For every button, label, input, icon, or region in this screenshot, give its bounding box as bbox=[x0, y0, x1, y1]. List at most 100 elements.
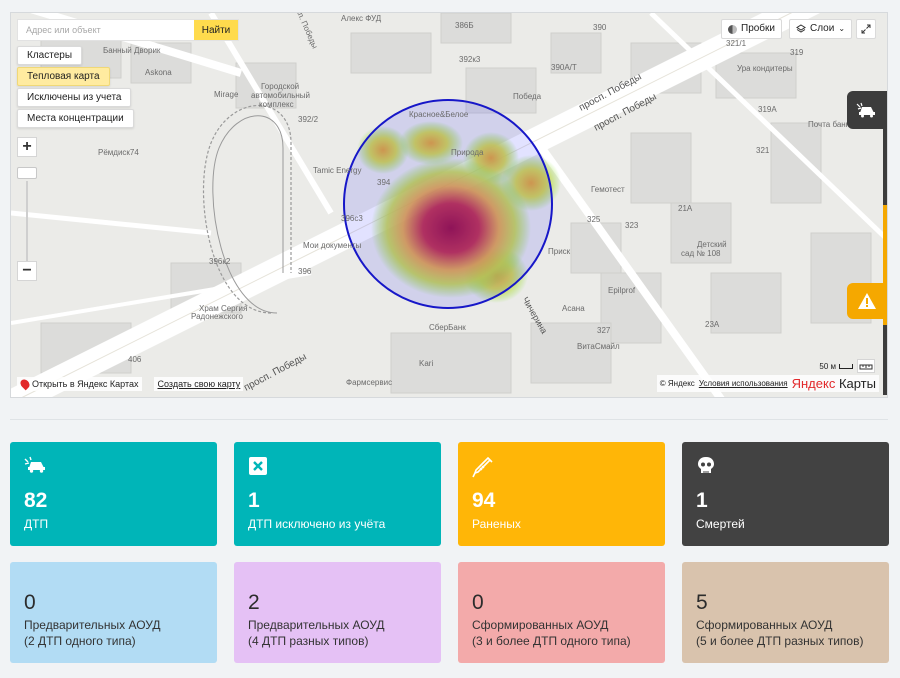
house-number: 396с3 bbox=[341, 214, 363, 223]
warning-icon bbox=[858, 293, 876, 309]
panel-scrollbar-thumb[interactable] bbox=[883, 205, 887, 325]
poi-label: Epilprof bbox=[608, 286, 636, 295]
traffic-icon bbox=[728, 24, 737, 34]
formed-aoud-same-count: 0 bbox=[472, 591, 484, 614]
house-number: 321/1 bbox=[726, 39, 747, 48]
layers-button[interactable]: Слои ⌄ bbox=[789, 19, 853, 39]
formed-aoud-same-label: Сформированных АОУД bbox=[472, 618, 609, 632]
address-search: Найти bbox=[17, 19, 239, 41]
poi-label: Рёмдиск74 bbox=[98, 148, 139, 157]
yandex-maps-logo: Яндекс Карты bbox=[792, 376, 876, 391]
house-number: 327 bbox=[597, 326, 611, 335]
ruler-button[interactable] bbox=[857, 359, 875, 373]
poi-label: сад № 108 bbox=[681, 249, 721, 258]
accidents-label: ДТП bbox=[24, 517, 49, 531]
stat-card-prelim-aoud-diff: 2 Предварительных АОУД (4 ДТП разных тип… bbox=[234, 562, 441, 663]
prelim-aoud-same-count: 0 bbox=[24, 591, 36, 614]
accidents-count: 82 bbox=[24, 489, 48, 512]
poi-label: Ура кондитеры bbox=[737, 64, 793, 73]
poi-label: Храм Сергия bbox=[199, 304, 248, 313]
search-button[interactable]: Найти bbox=[194, 20, 238, 40]
traffic-label: Пробки bbox=[741, 23, 775, 34]
address-search-input[interactable] bbox=[18, 20, 194, 40]
poi-label: Детский bbox=[697, 240, 727, 249]
zoom-out-button[interactable]: − bbox=[17, 261, 37, 281]
house-number: 323 bbox=[625, 221, 639, 230]
map-copyright: © Яндекс Условия использования Яндекс Ка… bbox=[656, 375, 879, 392]
stat-card-excluded: 1 ДТП исключено из учёта bbox=[234, 442, 441, 546]
formed-aoud-same-sub: (3 и более ДТП одного типа) bbox=[472, 634, 631, 648]
layer-clusters-button[interactable]: Кластеры bbox=[17, 46, 82, 65]
warnings-panel-tab[interactable] bbox=[847, 283, 887, 319]
layer-excluded-button[interactable]: Исключены из учета bbox=[17, 88, 132, 107]
formed-aoud-diff-label: Сформированных АОУД bbox=[696, 618, 833, 632]
excluded-count: 1 bbox=[248, 489, 260, 512]
close-box-icon bbox=[249, 457, 267, 475]
poi-label: Природа bbox=[451, 148, 484, 157]
open-in-yandex-link[interactable]: Открыть в Яндекс Картах bbox=[17, 377, 143, 391]
layers-icon bbox=[796, 24, 806, 33]
create-map-link[interactable]: Создать свою карту bbox=[154, 377, 244, 391]
chevron-down-icon: ⌄ bbox=[838, 24, 846, 33]
house-number: 396 bbox=[298, 267, 312, 276]
poi-label: Красное&Белое bbox=[409, 110, 469, 119]
house-number: 21А bbox=[678, 204, 693, 213]
logo-yandex-text: Яндекс bbox=[791, 376, 836, 391]
terms-link[interactable]: Условия использования bbox=[698, 379, 788, 388]
heatmap-layer bbox=[357, 121, 561, 303]
prelim-aoud-diff-label: Предварительных АОУД bbox=[248, 618, 385, 632]
section-divider bbox=[10, 419, 888, 420]
fullscreen-icon bbox=[861, 24, 871, 34]
formed-aoud-diff-sub: (5 и более ДТП разных типов) bbox=[696, 634, 864, 648]
house-number: 386Б bbox=[455, 21, 474, 30]
house-number: 23А bbox=[705, 320, 720, 329]
poi-label: Гемотест bbox=[591, 185, 625, 194]
poi-label: Мои документы bbox=[303, 241, 362, 250]
house-number: 394 bbox=[377, 178, 391, 187]
zoom-slider-handle[interactable] bbox=[17, 167, 37, 179]
skull-icon bbox=[698, 457, 714, 473]
map-canvas[interactable] bbox=[11, 13, 888, 398]
poi-label: Почта банка bbox=[808, 120, 854, 129]
car-crash-icon bbox=[856, 102, 875, 118]
poi-label: Радонежского bbox=[191, 312, 243, 321]
poi-label: комплекс bbox=[259, 100, 294, 109]
poi-label: Tamic Energy bbox=[313, 166, 362, 175]
accidents-panel-tab[interactable] bbox=[847, 91, 887, 129]
prelim-aoud-same-label: Предварительных АОУД bbox=[24, 618, 161, 632]
fullscreen-button[interactable] bbox=[856, 19, 876, 39]
poi-label: ВитаСмайл bbox=[577, 342, 620, 351]
deaths-count: 1 bbox=[696, 489, 708, 512]
house-number: 321 bbox=[756, 146, 770, 155]
zoom-slider-track[interactable] bbox=[26, 181, 28, 267]
house-number: 319 bbox=[790, 48, 804, 57]
stat-card-injured: 94 Раненых bbox=[458, 442, 665, 546]
house-number: 325 bbox=[587, 215, 601, 224]
poi-label: Фармсервис bbox=[346, 378, 393, 387]
house-number: 390 bbox=[593, 23, 607, 32]
layer-heatmap-button[interactable]: Тепловая карта bbox=[17, 67, 110, 86]
prelim-aoud-same-sub: (2 ДТП одного типа) bbox=[24, 634, 136, 648]
ruler-icon bbox=[859, 364, 873, 370]
house-number: 396к2 bbox=[209, 257, 231, 266]
formed-aoud-diff-count: 5 bbox=[696, 591, 708, 614]
zoom-in-button[interactable]: + bbox=[17, 137, 37, 157]
stat-card-deaths: 1 Смертей bbox=[682, 442, 889, 546]
layer-concentration-button[interactable]: Места концентрации bbox=[17, 109, 134, 128]
prelim-aoud-diff-count: 2 bbox=[248, 591, 260, 614]
map-footer-links: Открыть в Яндекс Картах Создать свою кар… bbox=[17, 377, 244, 391]
stat-card-accidents: 82 ДТП bbox=[10, 442, 217, 546]
poi-label: Kari bbox=[419, 359, 434, 368]
poi-label: СберБанк bbox=[429, 323, 466, 332]
traffic-button[interactable]: Пробки bbox=[721, 19, 782, 39]
stat-card-formed-aoud-diff: 5 Сформированных АОУД (5 и более ДТП раз… bbox=[682, 562, 889, 663]
copyright-text: © Яндекс bbox=[659, 379, 695, 388]
house-number: 392к3 bbox=[459, 55, 481, 64]
poi-label: Банный Дворик bbox=[103, 46, 161, 55]
deaths-label: Смертей bbox=[696, 517, 745, 531]
poi-label: Mirage bbox=[214, 90, 239, 99]
prelim-aoud-diff-sub: (4 ДТП разных типов) bbox=[248, 634, 369, 648]
map-container[interactable]: просп. Победы просп. Победы просп. Побед… bbox=[10, 12, 888, 398]
house-number: 319А bbox=[758, 105, 777, 114]
scale-label: 50 м bbox=[819, 362, 836, 371]
